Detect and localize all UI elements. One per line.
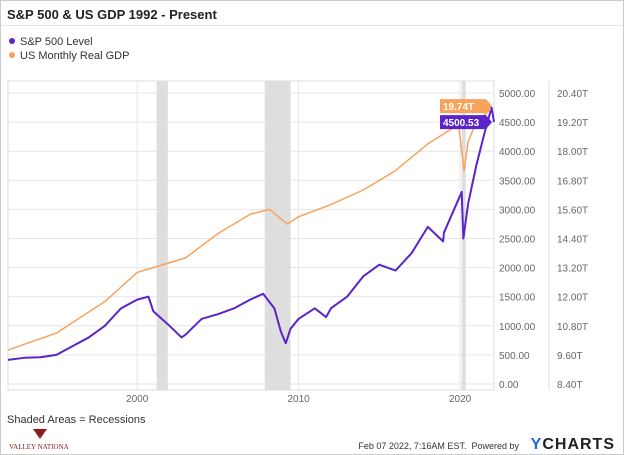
right-tick-label: 19.20T [557, 118, 588, 129]
legend-label: US Monthly Real GDP [20, 50, 130, 62]
left-tick-label: 2000.00 [499, 264, 536, 275]
right-tick-label: 9.60T [557, 351, 583, 362]
left-tick-label: 1500.00 [499, 293, 536, 304]
right-tick-label: 8.40T [557, 380, 583, 391]
right-tick-label: 20.40T [557, 89, 588, 100]
last-value-flag [440, 115, 492, 130]
right-tick-label: 13.20T [557, 264, 588, 275]
left-tick-label: 500.00 [499, 351, 530, 362]
left-tick-label: 2500.00 [499, 235, 536, 246]
valley-national-logo: VALLEY NATIONAL [9, 429, 69, 451]
timestamp: Feb 07 2022, 7:16AM EST. Powered by [358, 441, 519, 451]
x-tick-label: 2020 [449, 394, 472, 405]
left-tick-label: 3000.00 [499, 205, 536, 216]
right-tick-label: 14.40T [557, 235, 588, 246]
right-tick-label: 18.00T [557, 147, 588, 158]
left-tick-label: 1000.00 [499, 322, 536, 333]
left-tick-label: 0.00 [499, 380, 519, 391]
left-tick-label: 3500.00 [499, 176, 536, 187]
legend-sp500[interactable]: S&P 500 Level [9, 36, 93, 48]
plot-frame [7, 80, 495, 391]
ycharts-logo: YCHARTS [530, 436, 615, 453]
svg-text:VALLEY NATIONAL: VALLEY NATIONAL [9, 443, 69, 451]
legend-dot [9, 52, 15, 58]
right-tick-label: 12.00T [557, 293, 588, 304]
left-tick-label: 4500.00 [499, 118, 536, 129]
last-value-label: 19.74T [443, 102, 474, 113]
recession-band [264, 81, 291, 390]
x-tick-label: 2010 [288, 394, 311, 405]
left-tick-label: 5000.00 [499, 89, 536, 100]
recession-band [156, 81, 168, 390]
right-tick-label: 16.80T [557, 176, 588, 187]
legend-dot [9, 38, 15, 44]
series-line-gdp [7, 108, 492, 351]
legend-label: S&P 500 Level [20, 36, 93, 48]
right-tick-label: 15.60T [557, 205, 588, 216]
legend-gdp[interactable]: US Monthly Real GDP [9, 50, 129, 62]
last-value-flag [440, 99, 492, 114]
x-tick-label: 2000 [126, 394, 149, 405]
right-tick-label: 10.80T [557, 322, 588, 333]
left-tick-label: 4000.00 [499, 147, 536, 158]
divider [1, 25, 623, 26]
recession-note: Shaded Areas = Recessions [7, 414, 146, 426]
series-line-sp500 [7, 106, 495, 361]
last-value-label: 4500.53 [443, 118, 480, 129]
chart-title: S&P 500 & US GDP 1992 - Present [7, 7, 217, 22]
